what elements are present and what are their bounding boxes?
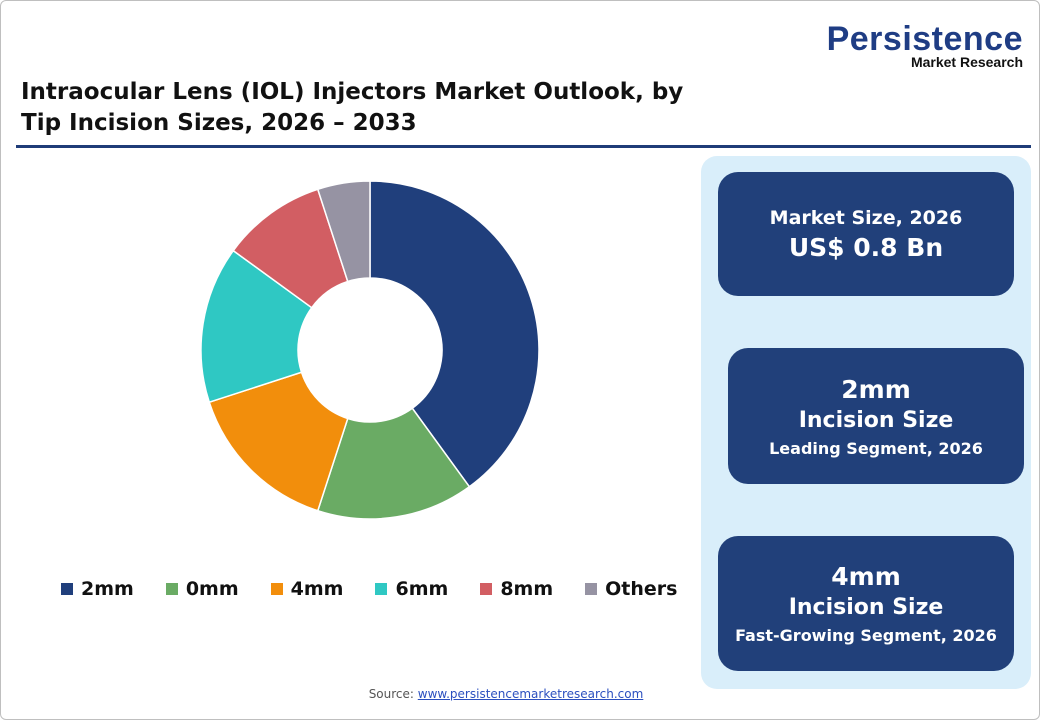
- legend-swatch: [165, 583, 178, 595]
- slice-2mm: [369, 180, 540, 488]
- card-sub: Fast-Growing Segment, 2026: [735, 626, 997, 645]
- slice-others: [316, 180, 371, 283]
- legend-label: 0mm: [185, 578, 239, 600]
- donut-chart: [200, 180, 540, 520]
- source-link[interactable]: www.persistencemarketresearch.com: [417, 687, 644, 701]
- slice-0mm: [316, 407, 471, 520]
- slice-6mm: [200, 249, 313, 404]
- card-value: 4mm: [831, 562, 901, 591]
- legend-label: Others: [605, 578, 678, 600]
- card-value: 2mm: [841, 374, 911, 404]
- legend: 2mm 0mm 4mm 6mm 8mm Others: [61, 578, 709, 600]
- slice-4mm: [208, 371, 349, 512]
- legend-swatch: [480, 583, 493, 595]
- title-divider: [16, 145, 1031, 148]
- logo: Persistence Market Research: [826, 20, 1023, 70]
- logo-line1: Persistence: [826, 20, 1023, 58]
- legend-label: 4mm: [290, 578, 344, 600]
- leading-segment-card: 2mm Incision Size Leading Segment, 2026: [728, 348, 1024, 484]
- source: Source: www.persistencemarketresearch.co…: [1, 687, 1011, 701]
- legend-swatch: [375, 583, 388, 595]
- source-prefix: Source:: [368, 687, 418, 701]
- legend-item-0mm: 0mm: [165, 578, 239, 600]
- legend-item-others: Others: [585, 578, 677, 600]
- chart-title: Intraocular Lens (IOL) Injectors Market …: [21, 79, 684, 136]
- legend-label: 8mm: [500, 578, 554, 600]
- legend-swatch: [585, 583, 598, 595]
- card-sub: Leading Segment, 2026: [769, 438, 983, 458]
- legend-swatch: [270, 583, 283, 595]
- logo-line2: Market Research: [910, 54, 1023, 70]
- legend-item-2mm: 2mm: [61, 578, 134, 600]
- legend-item-8mm: 8mm: [480, 578, 553, 600]
- fast-growing-card: 4mm Incision Size Fast-Growing Segment, …: [718, 536, 1014, 671]
- card-value: US$ 0.8 Bn: [788, 232, 944, 262]
- card-label: Market Size, 2026: [769, 206, 963, 229]
- market-size-card: Market Size, 2026 US$ 0.8 Bn: [718, 172, 1014, 296]
- legend-label: 2mm: [81, 578, 134, 600]
- legend-item-4mm: 4mm: [270, 578, 344, 600]
- legend-item-6mm: 6mm: [375, 578, 448, 600]
- card-label: Incision Size: [788, 595, 944, 620]
- legend-label: 6mm: [395, 578, 449, 600]
- legend-swatch: [61, 583, 73, 595]
- card-label: Incision Size: [798, 407, 954, 433]
